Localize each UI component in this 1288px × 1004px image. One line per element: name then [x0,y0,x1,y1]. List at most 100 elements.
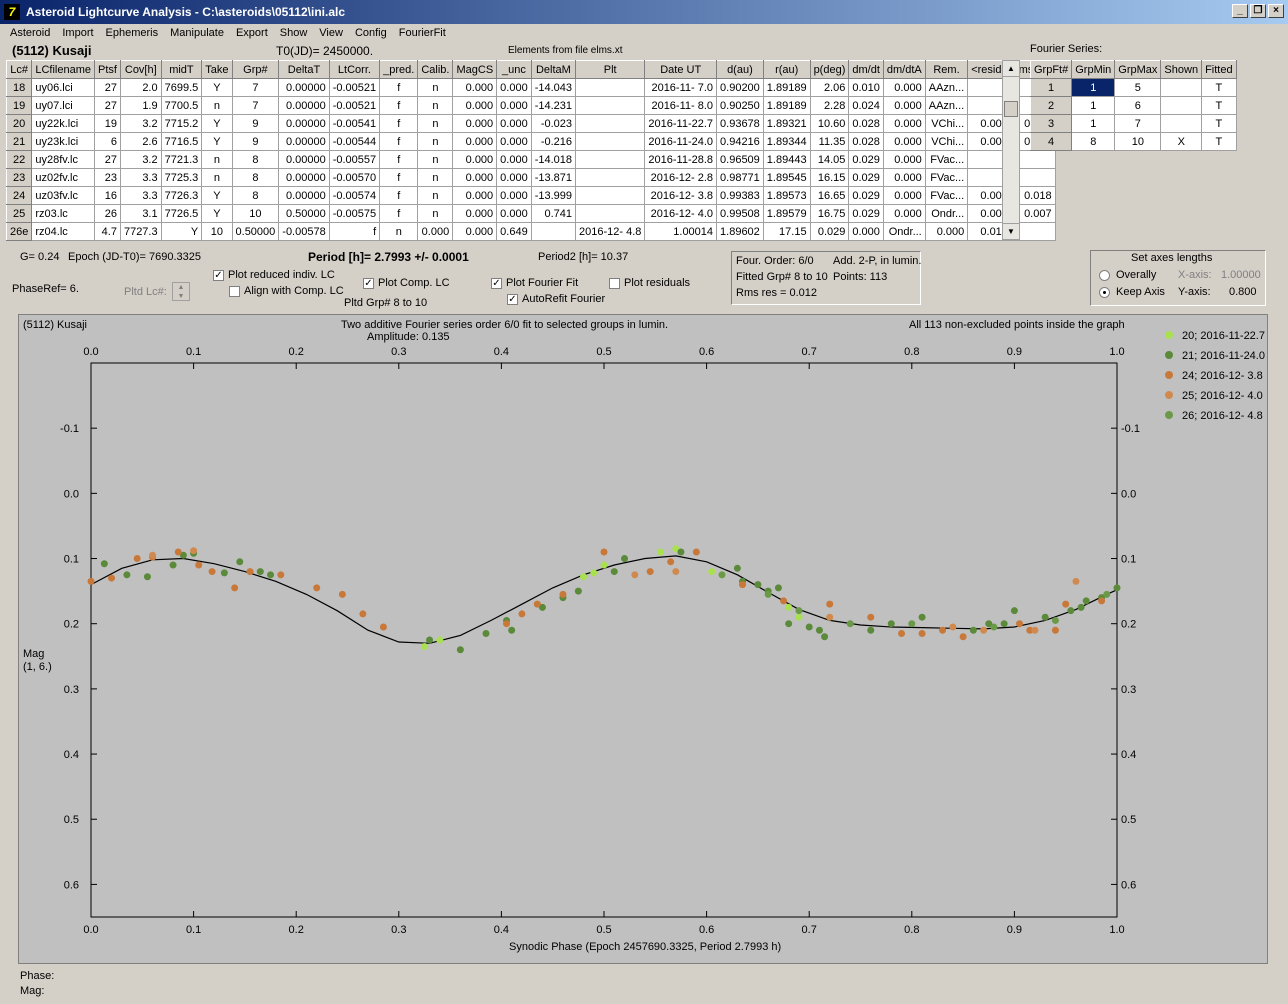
table-cell[interactable]: Ondr... [882,222,926,241]
table-row[interactable]: 23 uz02fv.lc 23 3.3 7725.3 n 8 0.00000 -0.00570 f… [5,168,1056,187]
table-cell[interactable]: FVac... [924,186,969,205]
fourier-cell[interactable]: 10 [1114,132,1162,151]
x-axis-value[interactable]: 1.00000 [1221,269,1261,281]
overally-radio[interactable]: Overally [1099,269,1156,281]
lc-col-header[interactable]: Grp# [231,60,280,79]
table-cell[interactable]: uy23k.lci [31,132,95,151]
table-cell[interactable]: 3.1 [119,204,162,223]
table-cell[interactable]: 0.000 [452,114,498,133]
table-cell[interactable]: 6 [94,132,121,151]
table-cell[interactable] [575,78,646,97]
table-cell[interactable]: 2.6 [119,132,162,151]
minimize-button[interactable]: _ [1232,4,1248,18]
table-cell[interactable]: n [417,132,454,151]
table-cell[interactable]: -0.216 [530,132,577,151]
fourier-col-header[interactable]: GrpMax [1114,60,1162,79]
fourier-cell[interactable]: X [1160,132,1203,151]
table-cell[interactable]: -0.00521 [328,96,381,115]
table-cell[interactable]: 0.010 [848,78,884,97]
lc-col-header[interactable]: Cov[h] [119,60,162,79]
table-cell[interactable]: 0.000 [496,150,532,169]
table-cell[interactable]: 21 [5,132,33,151]
lc-col-header[interactable]: Calib. [417,60,454,79]
fourier-cell[interactable]: 6 [1114,96,1162,115]
table-cell[interactable]: 1.00014 [644,222,718,241]
fourier-cell[interactable] [1160,96,1203,115]
table-cell[interactable]: 0.000 [967,114,1012,133]
lc-col-header[interactable]: r(au) [762,60,811,79]
table-cell[interactable]: 1.89189 [762,96,811,115]
lc-col-header[interactable]: d(au) [716,60,764,79]
table-cell[interactable]: 24 [5,186,33,205]
table-cell[interactable]: f [328,222,381,241]
table-cell[interactable]: n [379,222,419,241]
table-cell[interactable] [575,150,646,169]
table-cell[interactable]: Y [201,114,233,133]
lc-col-header[interactable]: _pred. [379,60,419,79]
plot-residuals-checkbox[interactable]: Plot residuals [609,277,690,289]
table-cell[interactable]: 0.028 [848,114,884,133]
table-cell[interactable]: 16 [94,186,121,205]
table-cell[interactable]: -0.00541 [328,114,381,133]
table-cell[interactable]: 18 [5,78,33,97]
table-cell[interactable]: rz03.lc [31,204,95,223]
lc-col-header[interactable]: DeltaT [278,60,330,79]
table-cell[interactable]: 27 [94,96,121,115]
table-cell[interactable]: 1.89602 [716,222,764,241]
fourier-cell[interactable]: 1 [1029,78,1073,97]
table-cell[interactable]: 1.89344 [762,132,811,151]
table-cell[interactable]: 0.000 [496,96,532,115]
table-cell[interactable]: 0.000 [496,132,532,151]
table-cell[interactable]: 0.000 [882,186,926,205]
table-cell[interactable]: 0.96509 [716,150,764,169]
table-cell[interactable]: 0.741 [530,204,577,223]
table-cell[interactable]: 0.000 [496,168,532,187]
table-cell[interactable]: 7700.5 [160,96,203,115]
table-cell[interactable]: -0.00570 [328,168,381,187]
table-cell[interactable]: 19 [5,96,33,115]
plot-reduced-checkbox[interactable]: ✓ Plot reduced indiv. LC [213,269,335,281]
fourier-col-header[interactable]: GrpFt# [1029,60,1073,79]
table-cell[interactable] [575,186,646,205]
table-cell[interactable]: n [417,114,454,133]
table-cell[interactable]: 16.75 [809,204,850,223]
table-cell[interactable]: 25 [5,204,33,223]
menu-export[interactable]: Export [235,27,268,39]
close-button[interactable]: × [1268,4,1284,18]
lc-col-header[interactable]: MagCS [452,60,498,79]
table-cell[interactable]: 3.2 [119,114,162,133]
table-cell[interactable]: 1.9 [119,96,162,115]
table-cell[interactable]: f [379,114,419,133]
table-cell[interactable]: 0.00000 [278,132,330,151]
table-cell[interactable]: 0.029 [848,204,884,223]
table-cell[interactable]: 9 [231,132,280,151]
table-cell[interactable]: -13.871 [530,168,577,187]
table-cell[interactable]: uy07.lci [31,96,95,115]
table-cell[interactable]: f [379,78,419,97]
table-cell[interactable]: -14.231 [530,96,577,115]
table-cell[interactable]: 0.000 [924,222,969,241]
table-row[interactable]: 22 uy28fv.lc 27 3.2 7721.3 n 8 0.00000 -0.00557 f… [5,150,1056,169]
table-cell[interactable]: -0.00557 [328,150,381,169]
lc-col-header[interactable]: Plt [575,60,646,79]
fourier-cell[interactable] [1160,78,1203,97]
table-cell[interactable]: 0.00000 [278,96,330,115]
table-cell[interactable]: n [201,96,233,115]
menu-manipulate[interactable]: Manipulate [170,27,224,39]
table-cell[interactable]: Y [201,132,233,151]
lc-col-header[interactable]: <resid> [967,60,1012,79]
table-cell[interactable]: 2016-12- 4.8 [575,222,646,241]
fourier-row[interactable]: 4 8 10 X T [1029,132,1237,151]
table-cell[interactable]: 0.000 [848,222,884,241]
table-cell[interactable]: 7699.5 [160,78,203,97]
table-cell[interactable]: 1.89321 [762,114,811,133]
fourier-cell[interactable]: T [1201,96,1237,115]
fourier-cell[interactable]: 1 [1071,114,1116,133]
table-cell[interactable]: 9 [231,114,280,133]
table-cell[interactable]: 22 [5,150,33,169]
table-cell[interactable]: 17.15 [762,222,811,241]
table-row[interactable]: 19 uy07.lci 27 1.9 7700.5 n 7 0.00000 -0.00521 f n… [5,96,1056,115]
table-scrollbar[interactable]: ▲ ▼ [1002,60,1020,240]
table-cell[interactable]: 0.000 [452,222,498,241]
